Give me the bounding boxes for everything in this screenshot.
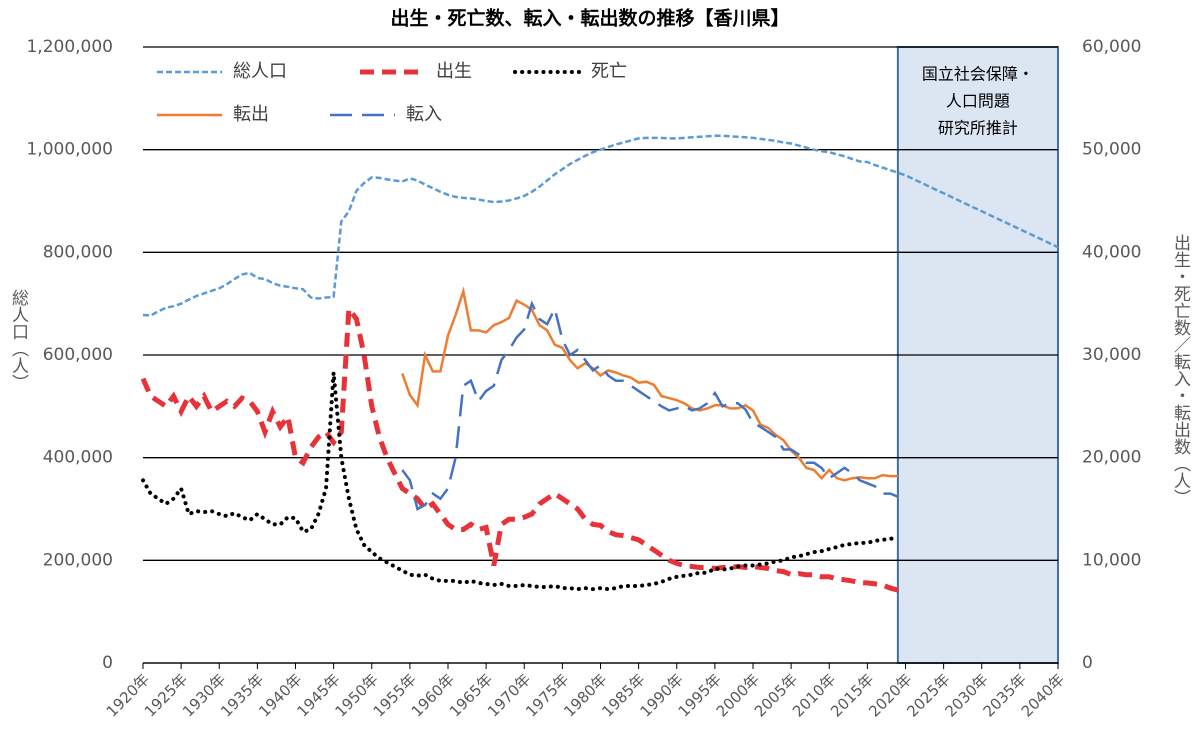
y2-tick-label: 0 <box>1082 653 1093 673</box>
y-tick-label: 0 <box>102 653 113 673</box>
y2-tick-label: 20,000 <box>1082 448 1141 468</box>
y-tick-label: 200,000 <box>43 550 113 570</box>
annotation-text: 国立社会保障・ <box>922 65 1034 84</box>
series-line <box>142 134 1059 317</box>
y2-axis-title: 出生・死亡数／転入・転出数（人） <box>1170 234 1191 506</box>
series-line <box>141 372 900 592</box>
y2-tick-label: 60,000 <box>1082 37 1141 57</box>
chart-title: 出生・死亡数、転入・転出数の推移【香川県】 <box>390 7 789 30</box>
y-axis-title: 総人口（人） <box>8 289 29 391</box>
x-tick-label: 2040年 <box>1018 670 1068 720</box>
legend-label: 出生 <box>436 61 472 82</box>
y-tick-label: 600,000 <box>43 345 113 365</box>
y2-tick-label: 50,000 <box>1082 140 1141 160</box>
y-tick-label: 1,000,000 <box>26 140 113 160</box>
series-line <box>401 300 899 511</box>
legend-label: 転入 <box>406 104 442 125</box>
y-tick-label: 400,000 <box>43 448 113 468</box>
annotation-text: 人口問題 <box>946 92 1010 111</box>
legend-label: 総人口 <box>233 61 287 82</box>
legend-label: 死亡 <box>591 61 627 82</box>
annotation-text: 研究所推計 <box>938 119 1018 138</box>
series-line <box>401 286 898 482</box>
legend-label: 転出 <box>233 104 269 125</box>
y2-tick-label: 40,000 <box>1082 242 1141 262</box>
y-tick-label: 800,000 <box>43 242 113 262</box>
y2-tick-label: 10,000 <box>1082 550 1141 570</box>
y-tick-label: 1,200,000 <box>26 37 113 57</box>
y2-tick-label: 30,000 <box>1082 345 1141 365</box>
